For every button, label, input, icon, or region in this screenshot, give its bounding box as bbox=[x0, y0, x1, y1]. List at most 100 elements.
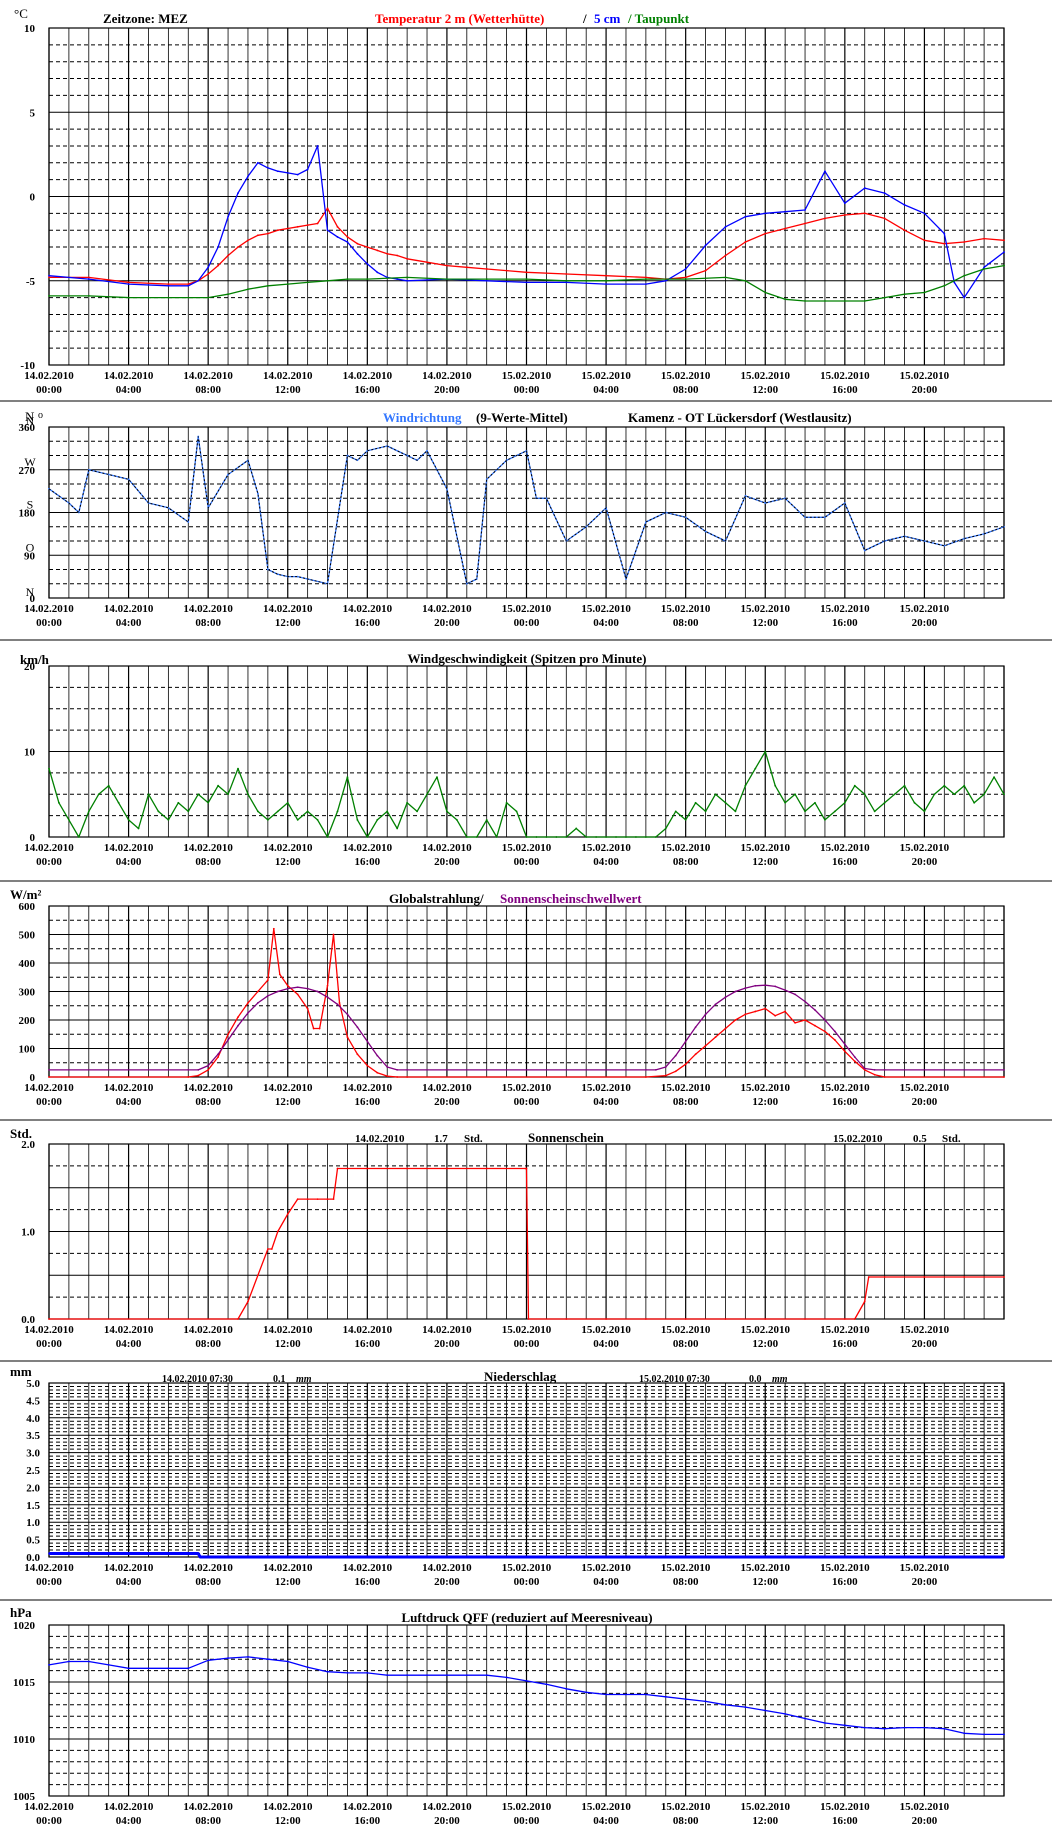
data-point-temperature bbox=[326, 207, 329, 210]
data-point-pressure bbox=[87, 1660, 90, 1663]
data-point-radiation bbox=[883, 1076, 886, 1078]
y-tick-cardinal: W bbox=[24, 455, 36, 469]
x-tick-time: 20:00 bbox=[912, 1576, 938, 1588]
data-point-wind_speed bbox=[465, 836, 468, 838]
x-tick-time: 00:00 bbox=[514, 1338, 540, 1350]
y-tick-label: 4.5 bbox=[26, 1395, 40, 1407]
y-tick-label: 3.5 bbox=[26, 1430, 40, 1442]
data-point-wind_speed bbox=[843, 801, 846, 804]
x-tick-time: 12:00 bbox=[275, 384, 301, 396]
data-point-temperature bbox=[316, 222, 319, 225]
data-point-wind_speed bbox=[873, 810, 876, 813]
data-point-wind_direction bbox=[545, 497, 548, 500]
plot-frame bbox=[48, 1143, 1005, 1320]
x-tick-date: 14.02.2010 bbox=[343, 370, 393, 382]
data-point-radiation bbox=[774, 985, 777, 988]
precip-title: Niederschlag bbox=[484, 1369, 557, 1384]
data-point-sunshine bbox=[843, 1318, 846, 1320]
data-point-wind_direction bbox=[266, 568, 269, 571]
data-point-pressure bbox=[48, 1664, 50, 1666]
data-point-wind_speed bbox=[187, 810, 190, 813]
data-point-radiation bbox=[744, 1013, 747, 1016]
data-point-wind_direction bbox=[257, 492, 259, 495]
data-point-temperature bbox=[923, 212, 926, 215]
data-point-pressure bbox=[983, 1733, 986, 1736]
x-tick-date: 14.02.2010 bbox=[263, 603, 313, 615]
temp-unit: °C bbox=[14, 6, 28, 21]
data-point-radiation bbox=[724, 1027, 727, 1030]
data-point-pressure bbox=[585, 1691, 588, 1694]
y-tick-label: 10 bbox=[24, 23, 36, 35]
data-point-precipitation bbox=[199, 1556, 202, 1558]
data-point-pressure bbox=[664, 1695, 667, 1698]
data-point-wind_speed bbox=[575, 827, 578, 830]
x-tick-date: 15.02.2010 bbox=[502, 1801, 552, 1813]
x-tick-time: 16:00 bbox=[832, 617, 858, 629]
data-point-temperature bbox=[983, 266, 986, 269]
data-point-radiation bbox=[824, 1030, 826, 1033]
x-tick-time: 00:00 bbox=[514, 384, 540, 396]
x-tick-time: 12:00 bbox=[275, 856, 301, 868]
data-point-wind_speed bbox=[48, 767, 50, 770]
winddir-unit-n: N bbox=[25, 409, 35, 424]
data-point-temperature bbox=[286, 283, 289, 286]
data-point-sunshine bbox=[724, 1318, 727, 1320]
data-point-wind_speed bbox=[644, 836, 647, 838]
data-point-radiation bbox=[674, 1070, 677, 1073]
y-tick-label: 0.0 bbox=[26, 1552, 40, 1564]
x-tick-time: 16:00 bbox=[354, 384, 380, 396]
sunshine-day1-date: 14.02.2010 bbox=[355, 1133, 405, 1145]
data-point-wind_speed bbox=[535, 836, 538, 838]
data-point-radiation bbox=[187, 1068, 190, 1071]
data-point-radiation bbox=[356, 1053, 359, 1056]
data-point-temperature bbox=[266, 166, 269, 169]
data-point-radiation bbox=[396, 1076, 399, 1078]
data-point-sunshine bbox=[270, 1248, 273, 1250]
data-point-radiation bbox=[278, 973, 281, 976]
data-point-sunshine bbox=[605, 1318, 607, 1320]
data-point-temperature bbox=[87, 276, 90, 279]
data-point-wind_speed bbox=[814, 801, 816, 804]
data-point-radiation bbox=[644, 1068, 647, 1071]
data-point-temperature bbox=[87, 278, 90, 280]
data-point-radiation bbox=[843, 1043, 846, 1046]
data-point-radiation bbox=[312, 1027, 315, 1030]
data-point-temperature bbox=[346, 241, 349, 243]
data-point-radiation bbox=[318, 1027, 321, 1030]
data-point-wind_speed bbox=[386, 810, 389, 813]
sunshine-day2-value: 0.5 bbox=[913, 1133, 927, 1145]
data-point-sunshine bbox=[883, 1276, 886, 1278]
x-tick-date: 15.02.2010 bbox=[661, 370, 711, 382]
data-point-temperature bbox=[296, 173, 299, 176]
x-tick-date: 15.02.2010 bbox=[581, 1082, 631, 1094]
sunshine-day2-unit: Std. bbox=[942, 1133, 961, 1145]
x-tick-date: 15.02.2010 bbox=[820, 1082, 870, 1094]
x-tick-time: 04:00 bbox=[116, 1815, 142, 1827]
data-point-temperature bbox=[953, 281, 956, 284]
data-point-wind_speed bbox=[744, 784, 747, 787]
data-point-wind_speed bbox=[406, 801, 409, 804]
data-point-temperature bbox=[127, 283, 130, 286]
x-tick-date: 14.02.2010 bbox=[422, 842, 472, 854]
data-point-wind_speed bbox=[853, 784, 856, 787]
x-tick-date: 14.02.2010 bbox=[104, 1082, 154, 1094]
data-point-temperature bbox=[824, 170, 826, 173]
x-tick-time: 00:00 bbox=[514, 856, 540, 868]
x-tick-date: 14.02.2010 bbox=[343, 842, 393, 854]
data-point-radiation bbox=[247, 1011, 249, 1014]
data-point-wind_speed bbox=[237, 767, 239, 770]
data-point-wind_speed bbox=[903, 784, 906, 787]
data-point-wind_speed bbox=[664, 827, 667, 830]
data-point-pressure bbox=[346, 1671, 349, 1674]
data-point-temperature bbox=[237, 246, 239, 248]
data-point-radiation bbox=[406, 1076, 409, 1078]
data-point-temperature bbox=[336, 225, 339, 228]
data-point-radiation bbox=[237, 1024, 239, 1027]
data-point-pressure bbox=[903, 1726, 906, 1729]
data-point-radiation bbox=[257, 1002, 259, 1004]
data-point-pressure bbox=[326, 1670, 329, 1673]
data-point-wind_speed bbox=[863, 793, 866, 796]
data-point-radiation bbox=[187, 1076, 190, 1078]
data-point-temperature bbox=[764, 232, 767, 235]
data-point-sunshine bbox=[276, 1230, 279, 1233]
